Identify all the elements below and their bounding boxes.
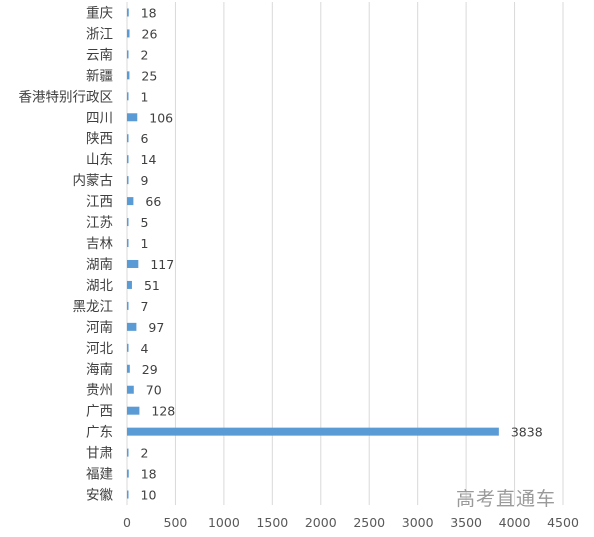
x-tick-label: 2000 [305,515,337,530]
x-tick-label: 1000 [208,515,240,530]
category-label: 陕西 [86,131,113,147]
bar [127,427,499,436]
x-tick-label: 1500 [256,515,288,530]
data-label: 5 [141,215,149,230]
x-tick-label: 4000 [499,515,531,530]
bar [127,259,139,268]
bar [127,29,130,38]
bar [127,155,129,164]
data-label: 1 [141,89,149,104]
x-tick-label: 3000 [402,515,434,530]
data-label: 51 [144,278,160,293]
category-label: 黑龙江 [73,299,114,315]
category-label: 江西 [86,194,113,210]
bar [127,176,129,185]
x-tick-label: 0 [123,515,131,530]
bar [127,134,129,143]
data-label: 18 [141,5,157,20]
bar [127,469,129,478]
bar [127,406,140,415]
category-label: 安徽 [86,488,113,504]
bar [127,197,134,206]
category-label: 湖南 [86,257,113,273]
bar [127,280,132,289]
data-label: 117 [150,257,174,272]
category-label: 云南 [86,47,113,63]
bar [127,490,129,499]
data-label: 6 [141,131,149,146]
bar [127,50,129,59]
bar [127,448,129,457]
bar [127,301,129,310]
category-label: 广西 [86,404,113,420]
gridlines [126,2,564,505]
category-label: 江苏 [86,215,113,231]
category-label: 内蒙古 [73,173,114,189]
category-label: 四川 [86,110,113,126]
category-label: 河北 [86,341,113,357]
data-label: 18 [141,467,157,482]
watermark: 高考直通车 [456,488,557,510]
category-label: 河南 [86,320,113,336]
data-label: 29 [142,362,158,377]
x-tick-label: 3500 [450,515,482,530]
category-label: 广东 [86,425,113,441]
data-label: 2 [141,47,149,62]
bar [127,322,137,331]
data-labels: 1826225110661496651117517974297012838382… [141,5,543,502]
bar [127,71,130,80]
category-label: 香港特别行政区 [19,89,114,105]
bar [127,239,129,248]
data-label: 66 [145,194,161,209]
category-label: 甘肃 [86,446,113,462]
data-label: 106 [149,110,173,125]
category-label: 湖北 [86,278,113,294]
bar [127,8,129,17]
x-tick-label: 500 [164,515,188,530]
bar [127,92,129,101]
bars [127,8,499,499]
data-label: 4 [141,341,149,356]
category-label: 贵州 [86,383,113,399]
category-label: 山东 [86,152,113,168]
category-label: 浙江 [86,26,113,42]
category-label: 福建 [86,467,113,483]
data-label: 97 [148,320,164,335]
data-label: 26 [142,26,158,41]
bar [127,113,138,122]
bar [127,364,130,373]
bar [127,218,129,227]
data-label: 3838 [511,425,543,440]
x-tick-label: 4500 [547,515,579,530]
category-labels: 重庆浙江云南新疆香港特别行政区四川陕西山东内蒙古江西江苏吉林湖南湖北黑龙江河南河… [19,5,114,503]
x-axis-tick-labels: 0 500 1000 1500 2000 2500 3000 3500 4000 4500 [123,515,579,530]
category-label: 重庆 [86,5,113,21]
data-label: 7 [141,299,149,314]
category-label: 吉林 [86,236,113,252]
data-label: 128 [151,404,175,419]
bar [127,343,129,352]
data-label: 25 [141,68,157,83]
category-label: 新疆 [86,68,113,84]
data-label: 14 [141,152,157,167]
data-label: 9 [141,173,149,188]
data-label: 1 [141,236,149,251]
x-tick-label: 2500 [353,515,385,530]
data-label: 70 [146,383,162,398]
bar [127,385,134,394]
data-label: 10 [141,488,157,503]
category-label: 海南 [86,362,113,378]
data-label: 2 [141,446,149,461]
